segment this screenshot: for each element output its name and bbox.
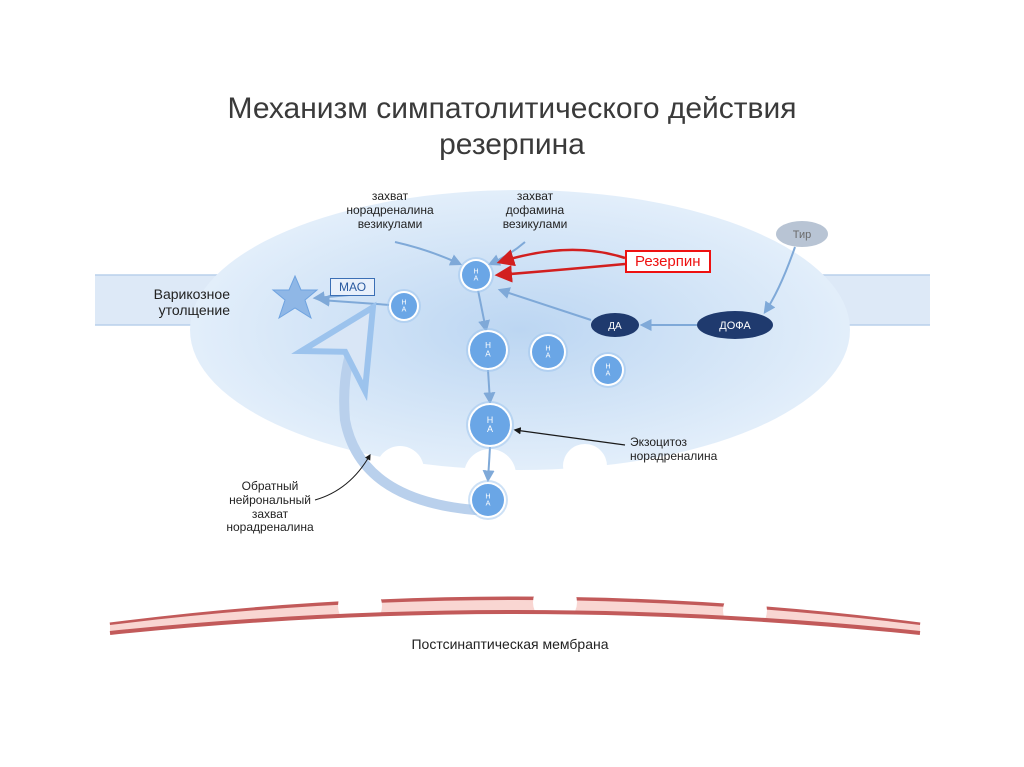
svg-text:НА: НА [473, 268, 478, 282]
label-exocytosis: Экзоцитоз норадреналина [630, 436, 770, 464]
svg-text:Тир: Тир [793, 229, 812, 241]
svg-text:НА: НА [487, 415, 494, 434]
label-postsynaptic: Постсинаптическая мембрана [370, 636, 650, 652]
mao-box: МАО [330, 278, 375, 296]
svg-text:НА: НА [485, 491, 490, 507]
reserpine-box: Резерпин [625, 250, 711, 273]
label-dop-uptake: захват дофамина везикулами [480, 190, 590, 231]
svg-text:НА: НА [401, 299, 406, 313]
svg-text:НА: НА [605, 363, 610, 377]
svg-text:НА: НА [485, 341, 491, 358]
label-reuptake: Обратный нейрональный захват норадренали… [205, 480, 335, 535]
label-varicose: Варикозное утолщение [120, 286, 230, 318]
postsynaptic-membrane [110, 580, 920, 633]
tir-blob: Тир [776, 221, 828, 247]
label-nor-uptake: захват норадреналина везикулами [330, 190, 450, 231]
dofa-blob: ДОФА [697, 311, 773, 339]
svg-text:ДОФА: ДОФА [719, 320, 751, 332]
svg-text:НА: НА [545, 343, 550, 359]
svg-text:ДА: ДА [608, 321, 622, 332]
da-blob: ДА [591, 313, 639, 337]
diagram-stage: Механизм симпатолитического действия рез… [0, 0, 1024, 767]
